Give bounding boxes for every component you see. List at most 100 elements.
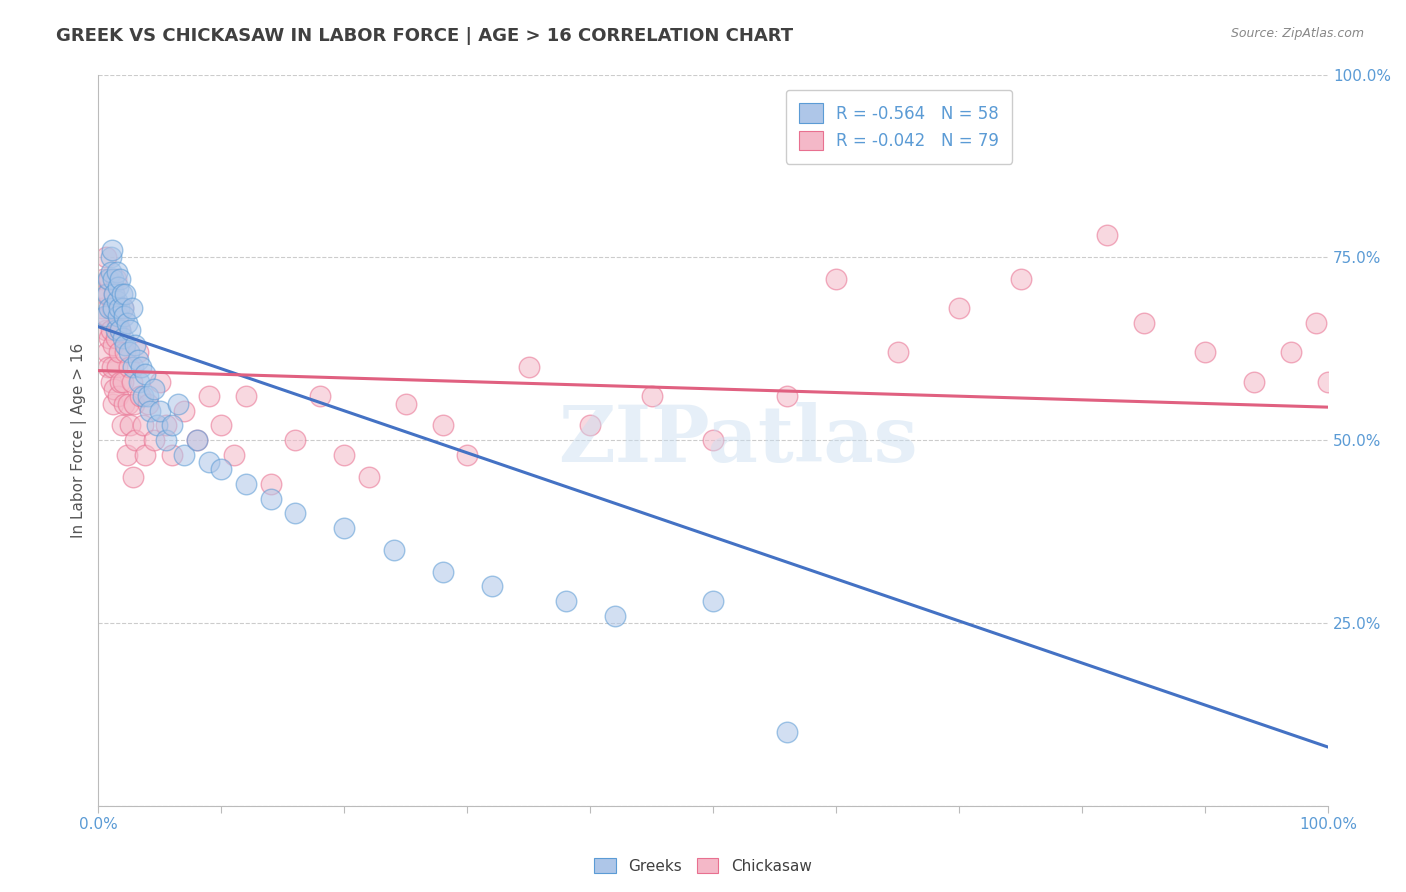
Point [209,462,232,476]
Point [105,359,128,374]
Legend: R = -0.564   N = 58, R = -0.042   N = 79: R = -0.564 N = 58, R = -0.042 N = 79 [786,90,1012,163]
Point [1305,316,1327,330]
Point [333,448,356,462]
Point [115,316,138,330]
Point [155,418,177,433]
Point [142,382,165,396]
Point [111,418,134,433]
Point [1279,345,1302,359]
Point [111,375,134,389]
Point [825,272,848,286]
Point [100,265,122,279]
Point [111,331,134,345]
Point [127,352,149,367]
Point [1243,375,1265,389]
Point [110,323,132,337]
Point [284,506,307,520]
Point [101,338,124,352]
Point [160,418,183,433]
Point [114,345,136,359]
Point [554,594,576,608]
Point [108,301,131,316]
Point [357,469,380,483]
Text: GREEK VS CHICKASAW IN LABOR FORCE | AGE > 16 CORRELATION CHART: GREEK VS CHICKASAW IN LABOR FORCE | AGE … [56,27,793,45]
Point [94,323,117,337]
Point [97,359,120,374]
Point [93,309,115,323]
Point [517,359,540,374]
Point [603,608,626,623]
Point [110,375,132,389]
Point [308,389,330,403]
Point [117,396,139,410]
Point [111,301,134,316]
Text: ZIPatlas: ZIPatlas [558,402,918,478]
Point [107,316,129,330]
Point [131,359,153,374]
Point [134,368,156,382]
Point [96,286,118,301]
Point [481,579,503,593]
Point [101,301,124,316]
Point [259,491,281,506]
Point [259,477,281,491]
Y-axis label: In Labor Force | Age > 16: In Labor Force | Age > 16 [72,343,87,538]
Point [155,433,177,447]
Point [579,418,602,433]
Point [198,389,221,403]
Point [886,345,908,359]
Point [93,286,115,301]
Point [103,382,125,396]
Point [121,469,143,483]
Point [111,301,134,316]
Point [107,279,129,293]
Point [139,404,162,418]
Point [136,389,159,403]
Point [105,265,128,279]
Point [129,389,152,403]
Point [124,338,146,352]
Legend: Greeks, Chickasaw: Greeks, Chickasaw [588,852,818,880]
Point [108,345,131,359]
Point [382,542,405,557]
Point [110,323,132,337]
Point [110,272,132,286]
Point [1010,272,1032,286]
Point [702,594,724,608]
Point [1194,345,1216,359]
Point [333,521,356,535]
Point [134,448,156,462]
Point [101,301,124,316]
Point [173,448,195,462]
Point [101,396,124,410]
Point [149,375,172,389]
Point [198,455,221,469]
Point [131,418,153,433]
Point [101,359,124,374]
Point [103,286,125,301]
Point [641,389,664,403]
Point [100,375,122,389]
Point [91,301,114,316]
Point [120,418,142,433]
Point [91,272,114,286]
Point [121,301,143,316]
Point [167,396,190,410]
Point [98,331,121,345]
Point [1095,228,1118,243]
Point [136,396,159,410]
Point [100,323,122,337]
Point [97,286,120,301]
Point [104,323,127,337]
Point [97,272,120,286]
Point [222,448,245,462]
Point [107,309,129,323]
Text: Source: ZipAtlas.com: Source: ZipAtlas.com [1230,27,1364,40]
Point [98,301,121,316]
Point [121,375,143,389]
Point [395,396,418,410]
Point [100,250,122,264]
Point [96,345,118,359]
Point [114,338,136,352]
Point [432,565,454,579]
